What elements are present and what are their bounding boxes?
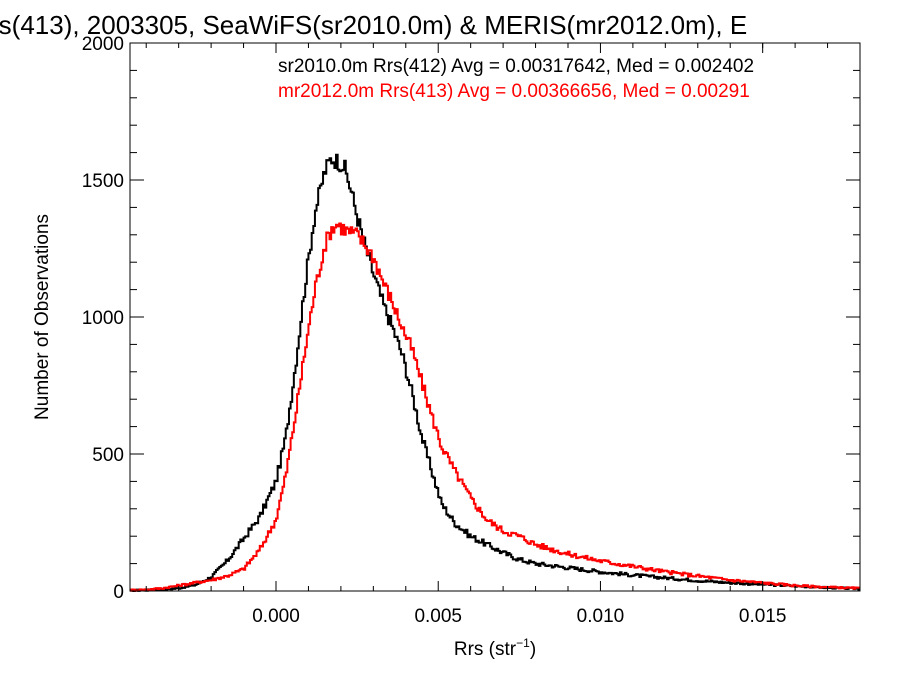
- x-axis-label-main: Rrs (str: [454, 639, 517, 660]
- series-line-1: [130, 222, 860, 592]
- x-tick-label: 0.010: [577, 606, 625, 627]
- x-axis-label-superscript: −1: [516, 636, 530, 650]
- x-tick-label: 0.000: [252, 606, 300, 627]
- y-tick-label: 0: [113, 582, 124, 603]
- chart-title: rs(413), 2003305, SeaWiFS(sr2010.0m) & M…: [0, 10, 747, 40]
- x-tick-label: 0.015: [739, 606, 787, 627]
- y-tick-label: 2000: [82, 34, 124, 55]
- annotation-black: sr2010.0m Rrs(412) Avg = 0.00317642, Med…: [278, 56, 754, 77]
- legend-annotations: sr2010.0m Rrs(412) Avg = 0.00317642, Med…: [278, 56, 754, 102]
- series-line-0: [130, 153, 860, 592]
- y-tick-label: 1500: [82, 171, 124, 192]
- y-axis-label: Number of Observations: [32, 214, 53, 420]
- annotation-red: mr2012.0m Rrs(413) Avg = 0.00366656, Med…: [278, 81, 750, 102]
- series-layer: [130, 153, 860, 592]
- plot-area: 0.000 0.005 0.010 0.015 0 500 1000 1500 2000: [82, 34, 861, 627]
- y-tick-label: 1000: [82, 308, 124, 329]
- x-tick-label: 0.005: [414, 606, 462, 627]
- x-axis-label: Rrs (str−1): [454, 636, 536, 660]
- x-axis-label-close: ): [530, 639, 536, 660]
- y-tick-label: 500: [92, 445, 124, 466]
- x-axis-ticks: 0.000 0.005 0.010 0.015: [145, 43, 829, 627]
- y-axis-ticks: 0 500 1000 1500 2000: [82, 34, 860, 603]
